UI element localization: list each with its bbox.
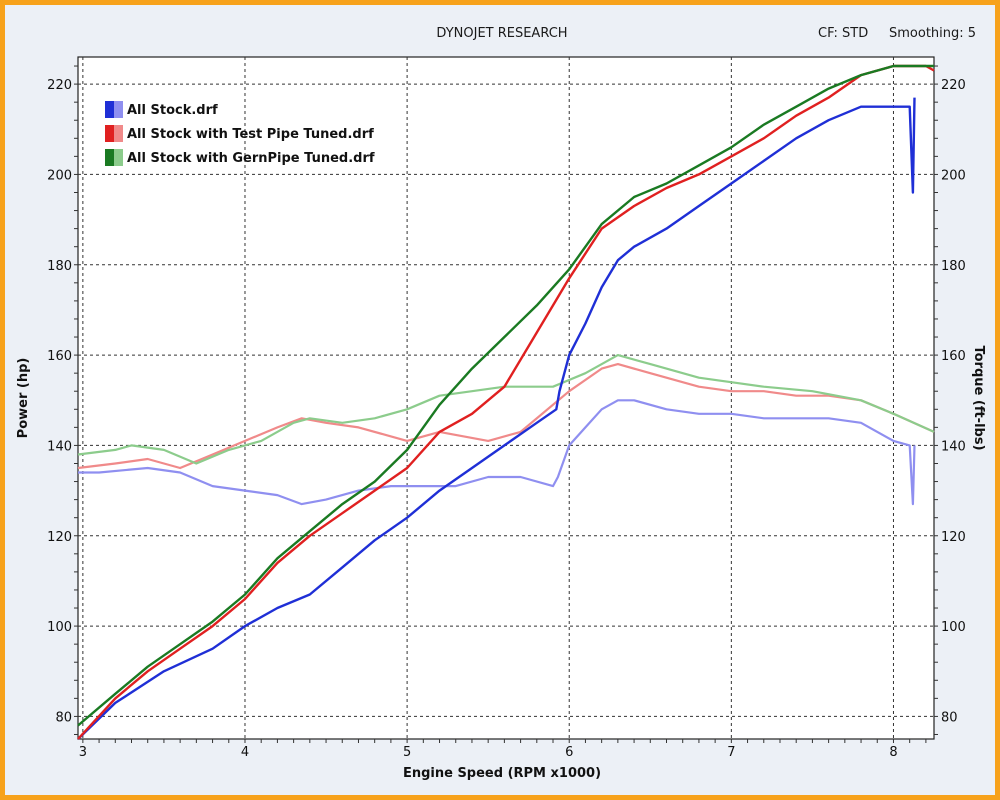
series-line-power-3 <box>77 97 916 740</box>
chart-title: DYNOJET RESEARCH <box>436 26 567 41</box>
axis-ticks: 3 4 5 6 7 8 80 80 100 100 120 120 140 140 160 160 180 180… <box>47 65 966 760</box>
legend-swatch-dark <box>105 125 114 142</box>
y-left-tick-label: 140 <box>47 439 72 454</box>
y-left-tick-label: 160 <box>47 349 72 364</box>
y-right-tick-label: 140 <box>941 439 966 454</box>
x-tick-label: 7 <box>727 745 735 760</box>
y-right-tick-label: 220 <box>941 78 966 93</box>
series-group <box>77 64 935 740</box>
x-tick-label: 8 <box>889 745 897 760</box>
chart-frame: DYNOJET RESEARCH CF: STD Smoothing: 5 3 4… <box>5 5 995 795</box>
legend-label: All Stock.drf <box>127 103 218 118</box>
cf-label: CF: STD <box>818 26 868 41</box>
legend-swatch-light <box>114 101 123 118</box>
x-axis-label: Engine Speed (RPM x1000) <box>403 766 601 781</box>
y-right-tick-label: 180 <box>941 259 966 274</box>
legend-swatch-dark <box>105 149 114 166</box>
legend-swatch-light <box>114 125 123 142</box>
series-line-power-4 <box>77 64 935 740</box>
series-line-torque-2 <box>77 354 935 465</box>
y-left-tick-label: 180 <box>47 259 72 274</box>
y-left-tick-label: 220 <box>47 78 72 93</box>
legend-label: All Stock with Test Pipe Tuned.drf <box>127 127 374 142</box>
x-tick-label: 3 <box>79 745 87 760</box>
smoothing-label: Smoothing: 5 <box>889 26 976 41</box>
legend-swatch-dark <box>105 101 114 118</box>
y-right-tick-label: 120 <box>941 530 966 545</box>
legend: All Stock.drf All Stock with Test Pipe Tu… <box>105 101 375 166</box>
y-right-tick-label: 160 <box>941 349 966 364</box>
series-line-torque-1 <box>77 363 935 470</box>
y-axis-right-label: Torque (ft-lbs) <box>971 345 986 450</box>
plot-area <box>77 56 935 740</box>
y-right-tick-label: 200 <box>941 168 966 183</box>
series-line-torque-0 <box>78 399 916 506</box>
series-line-power-5 <box>77 64 934 727</box>
y-right-tick-label: 100 <box>941 620 966 635</box>
legend-swatch-light <box>114 149 123 166</box>
y-axis-left-label: Power (hp) <box>16 358 31 439</box>
y-right-tick-label: 80 <box>941 710 958 725</box>
y-left-tick-label: 100 <box>47 620 72 635</box>
y-left-tick-label: 200 <box>47 168 72 183</box>
x-tick-label: 4 <box>241 745 249 760</box>
legend-label: All Stock with GernPipe Tuned.drf <box>127 151 375 166</box>
x-tick-label: 6 <box>565 745 573 760</box>
y-left-tick-label: 80 <box>55 710 72 725</box>
y-left-tick-label: 120 <box>47 530 72 545</box>
x-tick-label: 5 <box>403 745 411 760</box>
dyno-chart: DYNOJET RESEARCH CF: STD Smoothing: 5 3 4… <box>16 26 986 781</box>
